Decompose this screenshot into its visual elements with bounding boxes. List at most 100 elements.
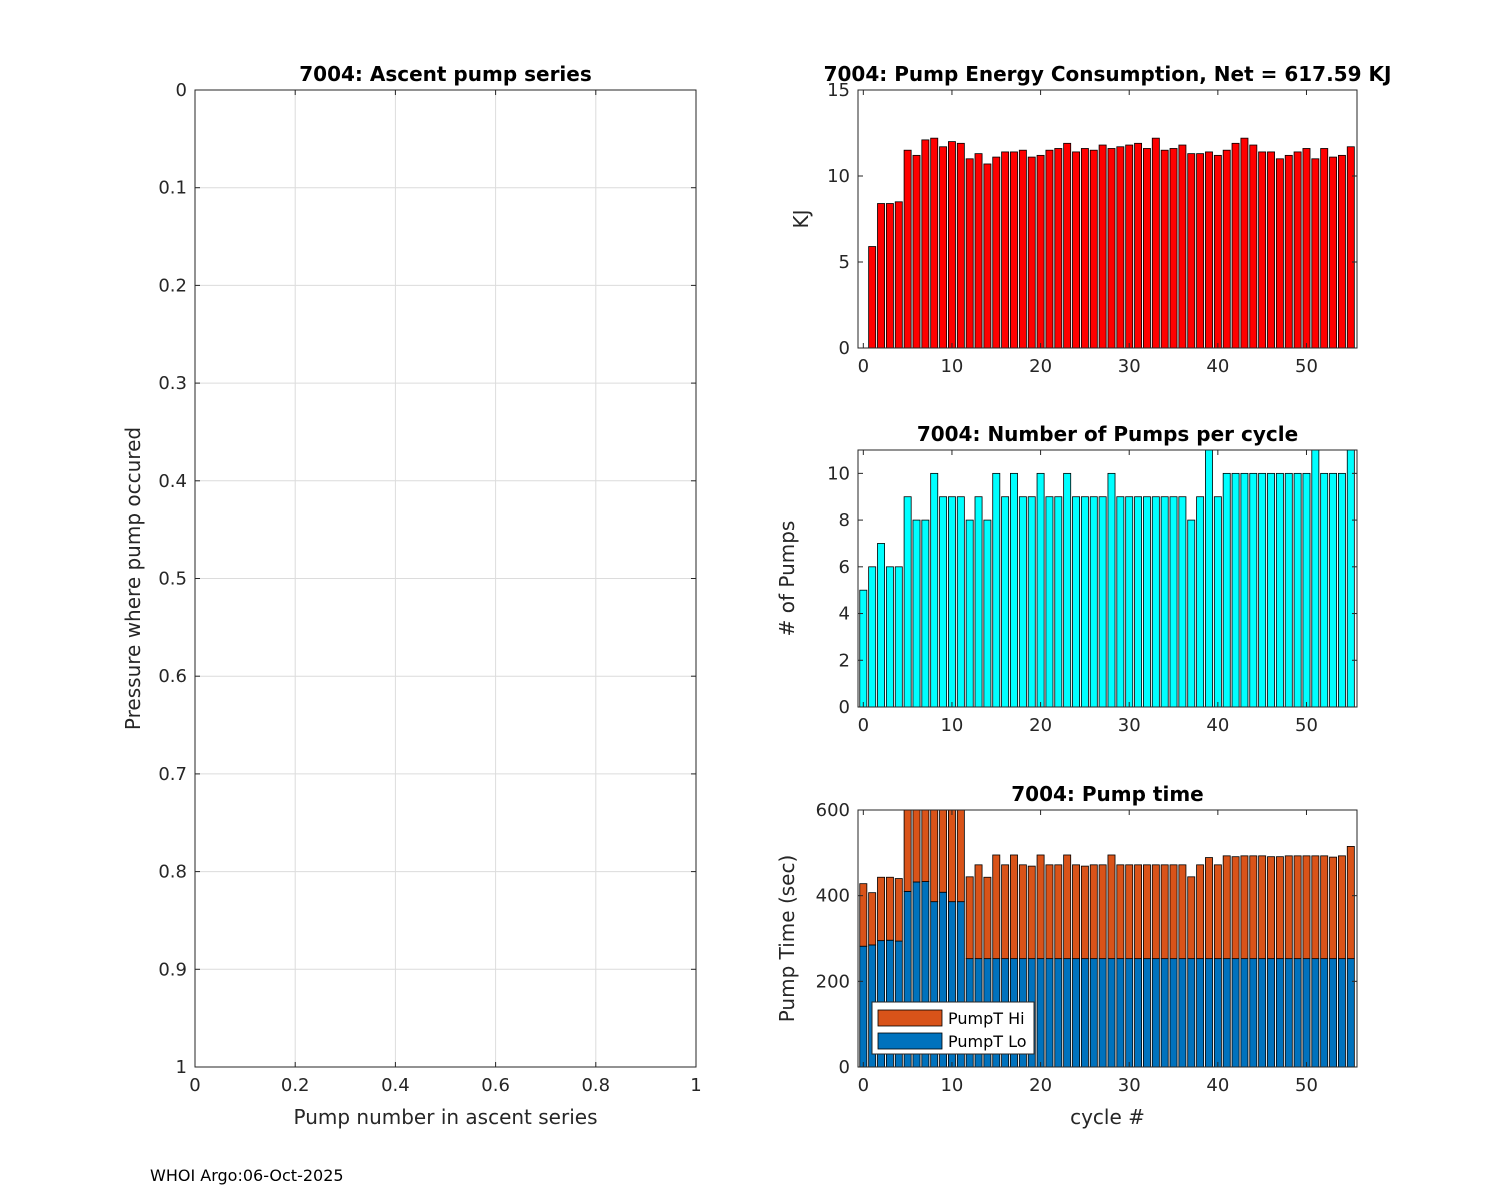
bar-hi xyxy=(956,810,965,903)
chart-title: 7004: Number of Pumps per cycle xyxy=(917,422,1298,446)
bar xyxy=(1240,472,1249,707)
bar-lo xyxy=(1258,958,1267,1067)
bar-lo xyxy=(1293,958,1302,1067)
bar xyxy=(1187,519,1196,707)
x-tick-label: 50 xyxy=(1295,1075,1318,1096)
bar xyxy=(965,158,974,348)
bar-lo xyxy=(1205,958,1213,1067)
y-tick-label: 400 xyxy=(816,886,850,907)
bar-hi xyxy=(877,876,885,942)
bar xyxy=(1098,144,1107,348)
chart-pumptime: 0 10 20 30 40 50 0 200 400 600 7004: Pump time cycl… xyxy=(775,782,1358,1129)
bar-hi xyxy=(1222,855,1231,960)
x-tick-label: 0.4 xyxy=(381,1075,410,1096)
bar xyxy=(1151,496,1160,707)
bar-hi xyxy=(1107,854,1116,960)
x-tick-label: 0 xyxy=(858,715,869,736)
x-tick-label: 10 xyxy=(940,1075,963,1096)
bar xyxy=(912,154,921,348)
bar xyxy=(992,472,1001,707)
y-tick-label: 4 xyxy=(839,604,850,625)
bar-lo xyxy=(1240,958,1249,1067)
bar-lo xyxy=(1302,958,1311,1067)
y-tick-label: 0 xyxy=(839,697,850,718)
y-tick-label: 0.5 xyxy=(158,569,187,590)
bar-hi xyxy=(1178,864,1187,960)
bar-hi xyxy=(965,876,974,960)
x-tick-label: 0 xyxy=(858,1075,869,1096)
bar xyxy=(956,496,965,707)
bar xyxy=(912,519,921,707)
x-tick-label: 40 xyxy=(1206,1075,1229,1096)
bar xyxy=(1001,151,1010,348)
bar xyxy=(1275,158,1284,348)
bar-lo xyxy=(1275,958,1284,1067)
bars xyxy=(868,137,1355,348)
bar xyxy=(921,519,930,707)
bar-hi xyxy=(1311,855,1320,960)
x-tick-label: 30 xyxy=(1118,356,1141,377)
bar xyxy=(894,566,903,707)
bar-lo xyxy=(1196,958,1205,1067)
x-tick-label: 50 xyxy=(1295,356,1318,377)
bar xyxy=(1337,472,1346,707)
y-tick-label: 0 xyxy=(176,80,187,101)
bar xyxy=(885,203,894,348)
bar xyxy=(930,472,939,707)
bar xyxy=(1151,137,1160,348)
bar-hi xyxy=(1240,855,1249,960)
bar-hi xyxy=(903,810,912,892)
x-tick-label: 1 xyxy=(690,1075,701,1096)
bar-lo xyxy=(1080,958,1089,1067)
y-tick-label: 0.9 xyxy=(158,959,187,980)
y-tick-label: 0.8 xyxy=(158,862,187,883)
bar-lo xyxy=(1072,958,1080,1067)
x-tick-label: 0.2 xyxy=(281,1075,310,1096)
bar-hi xyxy=(1116,864,1125,960)
bar xyxy=(1302,472,1311,707)
bar xyxy=(939,496,948,707)
bar-hi xyxy=(1293,855,1302,960)
bar xyxy=(1302,148,1311,348)
bar xyxy=(1072,151,1080,348)
bar xyxy=(1160,496,1169,707)
bar xyxy=(1142,496,1151,707)
bar xyxy=(948,141,956,348)
bar-hi xyxy=(1054,864,1063,960)
bar xyxy=(1045,496,1054,707)
bar xyxy=(1320,472,1329,707)
bar xyxy=(1231,142,1240,348)
bar xyxy=(974,496,983,707)
bar xyxy=(1134,142,1143,348)
y-tick-label: 0.6 xyxy=(158,666,187,687)
y-tick-label: 0 xyxy=(839,1057,850,1078)
legend-label: PumpT Lo xyxy=(948,1032,1027,1051)
bar xyxy=(1134,496,1143,707)
y-axis-label: KJ xyxy=(789,209,813,228)
bar-hi xyxy=(1027,865,1036,960)
bar-hi xyxy=(1169,864,1178,960)
bar xyxy=(1284,472,1293,707)
x-tick-label: 10 xyxy=(940,715,963,736)
bar xyxy=(859,589,868,707)
bar-hi xyxy=(1160,864,1169,960)
bar xyxy=(1010,151,1018,348)
bar xyxy=(1213,154,1222,348)
bar-lo xyxy=(1089,958,1098,1067)
bar xyxy=(1169,496,1178,707)
chart-title: 7004: Pump Energy Consumption, Net = 617… xyxy=(824,62,1392,86)
bar xyxy=(1027,496,1036,707)
legend-swatch xyxy=(877,1032,943,1050)
y-tick-label: 0.1 xyxy=(158,178,187,199)
bar-hi xyxy=(912,810,921,883)
y-tick-label: 10 xyxy=(827,463,850,484)
bar xyxy=(921,139,930,348)
x-tick-label: 20 xyxy=(1029,1075,1052,1096)
y-axis-label: Pressure where pump occured xyxy=(121,427,145,730)
x-tick-label: 0.8 xyxy=(581,1075,610,1096)
chart-pumps: 0 10 20 30 40 50 0 2 4 6 8 10 7004: Number of Pumps … xyxy=(775,422,1358,736)
bar-hi xyxy=(1151,864,1160,960)
bar xyxy=(1258,151,1267,348)
bar xyxy=(1027,156,1036,348)
